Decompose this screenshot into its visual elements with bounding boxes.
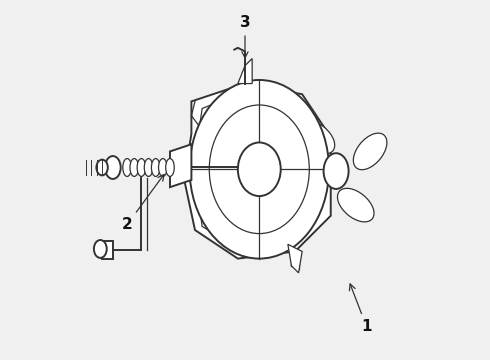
Ellipse shape bbox=[137, 158, 146, 176]
Polygon shape bbox=[238, 59, 252, 84]
Ellipse shape bbox=[238, 143, 281, 196]
Ellipse shape bbox=[144, 158, 153, 176]
Ellipse shape bbox=[105, 156, 121, 179]
Polygon shape bbox=[102, 241, 113, 258]
Ellipse shape bbox=[353, 133, 387, 170]
Text: 2: 2 bbox=[122, 175, 164, 232]
Ellipse shape bbox=[130, 158, 139, 176]
Text: 1: 1 bbox=[349, 284, 372, 334]
Ellipse shape bbox=[190, 80, 329, 258]
Ellipse shape bbox=[323, 153, 348, 189]
Ellipse shape bbox=[338, 188, 374, 222]
Ellipse shape bbox=[94, 240, 107, 258]
Ellipse shape bbox=[151, 158, 160, 176]
Ellipse shape bbox=[285, 172, 319, 209]
Ellipse shape bbox=[166, 158, 174, 176]
Polygon shape bbox=[195, 91, 320, 251]
Ellipse shape bbox=[209, 105, 309, 234]
Ellipse shape bbox=[123, 158, 131, 176]
Ellipse shape bbox=[298, 120, 335, 154]
Ellipse shape bbox=[97, 159, 108, 175]
Text: 3: 3 bbox=[240, 15, 250, 58]
Polygon shape bbox=[184, 84, 331, 258]
Ellipse shape bbox=[159, 158, 167, 176]
Polygon shape bbox=[288, 244, 302, 273]
Polygon shape bbox=[170, 144, 192, 187]
